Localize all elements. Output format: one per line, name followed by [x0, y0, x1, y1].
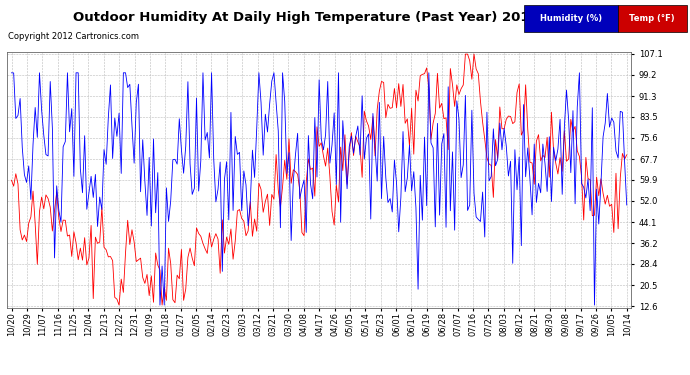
Text: Copyright 2012 Cartronics.com: Copyright 2012 Cartronics.com — [8, 32, 139, 41]
Text: Temp (°F): Temp (°F) — [629, 14, 675, 23]
Text: Outdoor Humidity At Daily High Temperature (Past Year) 20121020: Outdoor Humidity At Daily High Temperatu… — [73, 11, 575, 24]
Text: Humidity (%): Humidity (%) — [540, 14, 602, 23]
